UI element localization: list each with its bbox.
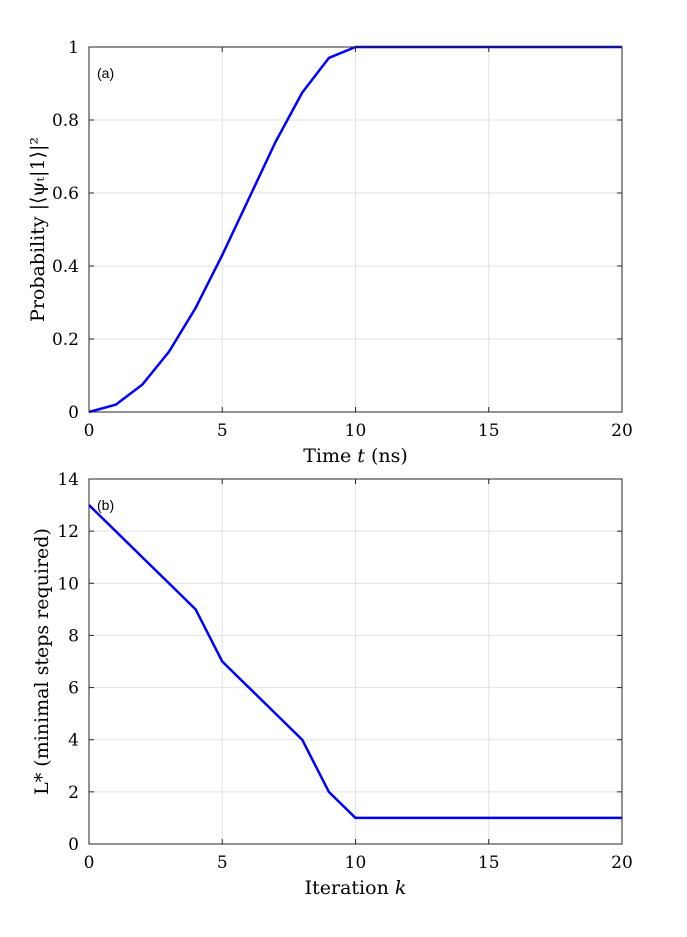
panel-a-chart: 0 5 10 15 20 0 0.2 0.4 0.6 0.8 1 (a) Time t (ns) Prob… (27, 38, 633, 467)
y-tick-label: 10 (57, 574, 79, 594)
y-tick-label: 12 (57, 522, 79, 542)
x-tick-label: 20 (611, 421, 633, 441)
x-tick-label: 20 (611, 853, 633, 873)
panel-label: (b) (97, 497, 114, 513)
y-axis-label: Probability |⟨ψₜ|1⟩|² (27, 137, 49, 322)
x-tick-label: 0 (84, 853, 95, 873)
x-axis-label: Time t (ns) (303, 445, 408, 467)
y-tick-label: 0 (68, 835, 79, 855)
y-tick-label: 2 (68, 783, 79, 803)
y-tick-label: 0.2 (52, 330, 79, 350)
y-tick-label: 0.6 (52, 184, 79, 204)
y-tick-label: 6 (68, 679, 79, 699)
series-line (88, 504, 622, 820)
x-tick-label: 5 (217, 421, 228, 441)
y-tick-label: 4 (68, 731, 79, 751)
x-axis-label: Iteration k (305, 877, 407, 899)
y-tick-label: 0 (68, 403, 79, 423)
x-tick-label: 15 (478, 853, 500, 873)
x-tick-label: 5 (217, 853, 228, 873)
y-tick-label: 8 (68, 626, 79, 646)
y-tick-label: 0.4 (52, 257, 79, 277)
panel-label: (a) (97, 65, 114, 81)
x-tick-label: 10 (345, 853, 367, 873)
y-tick-label: 0.8 (52, 111, 79, 131)
y-axis-label: L* (minimal steps required) (31, 528, 53, 795)
x-tick-label: 10 (345, 421, 367, 441)
x-tick-label: 15 (478, 421, 500, 441)
panel-b-chart: 0 5 10 15 20 0 2 4 6 8 10 12 14 (b) Iteration k L* (min… (31, 470, 633, 899)
y-tick-label: 14 (57, 470, 79, 490)
x-tick-label: 0 (84, 421, 95, 441)
y-tick-label: 1 (68, 38, 79, 58)
